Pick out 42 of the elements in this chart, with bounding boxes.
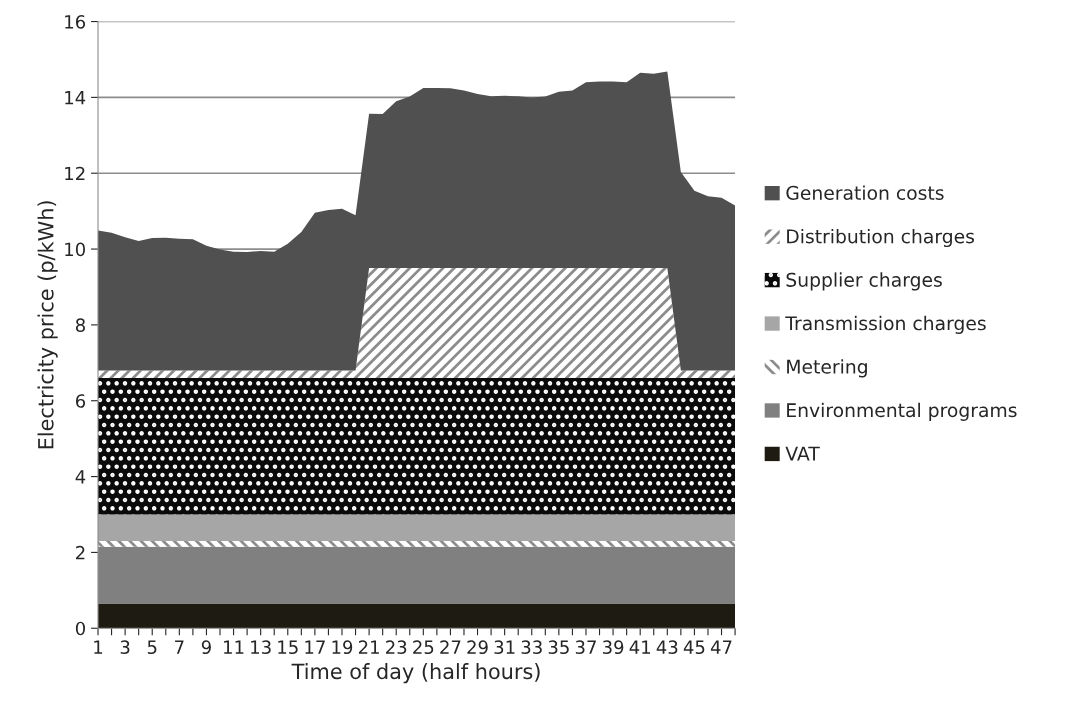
x-tick-label: 47	[710, 640, 732, 654]
legend-label: Supplier charges	[786, 272, 942, 291]
x-tick-label: 3	[120, 640, 130, 655]
legend-label: Environmental programs	[787, 402, 1017, 421]
legend-label: Metering	[787, 359, 867, 378]
x-tick-label: 15	[278, 640, 298, 655]
x-tick-label: 33	[521, 640, 542, 655]
legend-label: Generation costs	[786, 185, 944, 200]
x-tick-label: 11	[224, 640, 244, 654]
x-tick-label: 1	[94, 640, 103, 654]
x-tick-label: 13	[251, 640, 271, 655]
legend-label: VAT	[785, 446, 820, 461]
y-tick-label: 12	[65, 166, 85, 181]
x-tick-label: 29	[467, 640, 488, 655]
y-tick-label: 8	[75, 318, 85, 333]
x-tick-label: 17	[305, 640, 325, 654]
x-tick-label: 21	[358, 640, 379, 654]
y-tick-label: 10	[65, 242, 86, 257]
y-tick-label: 2	[76, 545, 85, 560]
x-tick-label: 35	[548, 640, 569, 655]
x-tick-label: 23	[386, 640, 407, 655]
x-axis-title: Time of day (half hours)	[291, 663, 540, 684]
legend-label: Transmission charges	[785, 315, 986, 334]
x-tick-label: 45	[683, 640, 705, 655]
x-tick-label: 9	[201, 640, 211, 655]
y-tick-label: 4	[75, 470, 86, 484]
x-tick-label: 31	[494, 640, 515, 655]
legend-label: Distribution charges	[787, 228, 975, 248]
y-axis-title: Electricity price (p/kWh)	[37, 201, 58, 449]
x-tick-label: 39	[602, 640, 624, 655]
x-tick-label: 25	[413, 640, 434, 655]
x-tick-label: 7	[175, 640, 184, 654]
x-tick-label: 43	[656, 640, 678, 655]
y-tick-label: 14	[65, 91, 86, 105]
x-tick-label: 41	[629, 640, 651, 654]
x-tick-label: 27	[440, 640, 461, 654]
y-tick-label: 6	[75, 394, 86, 408]
y-tick-label: 0	[75, 621, 86, 636]
x-tick-label: 19	[332, 640, 353, 655]
y-tick-label: 16	[65, 15, 86, 29]
x-tick-label: 37	[575, 640, 596, 655]
x-tick-label: 5	[147, 640, 157, 655]
